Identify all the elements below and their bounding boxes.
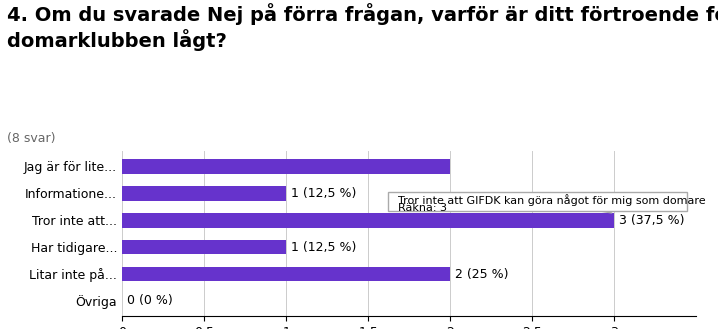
Bar: [122, 213, 615, 228]
Bar: [122, 159, 450, 174]
Text: 1 (12,5 %): 1 (12,5 %): [291, 240, 356, 254]
Text: 1 (12,5 %): 1 (12,5 %): [291, 187, 356, 200]
Bar: [122, 266, 450, 281]
Text: Tror inte att GIFDK kan göra något för mig som domare: Tror inte att GIFDK kan göra något för m…: [398, 194, 705, 206]
Text: (8 svar): (8 svar): [7, 132, 56, 145]
Text: Räkna: 3: Räkna: 3: [398, 203, 447, 213]
Text: 3 (37,5 %): 3 (37,5 %): [620, 214, 685, 227]
Text: 2 (25 %): 2 (25 %): [455, 267, 509, 281]
Text: 0 (0 %): 0 (0 %): [127, 294, 173, 308]
Bar: [122, 186, 286, 201]
FancyBboxPatch shape: [388, 192, 686, 211]
Bar: [122, 240, 286, 254]
Text: 4. Om du svarade Nej på förra frågan, varför är ditt förtroende för
domarklubben: 4. Om du svarade Nej på förra frågan, va…: [7, 3, 718, 51]
